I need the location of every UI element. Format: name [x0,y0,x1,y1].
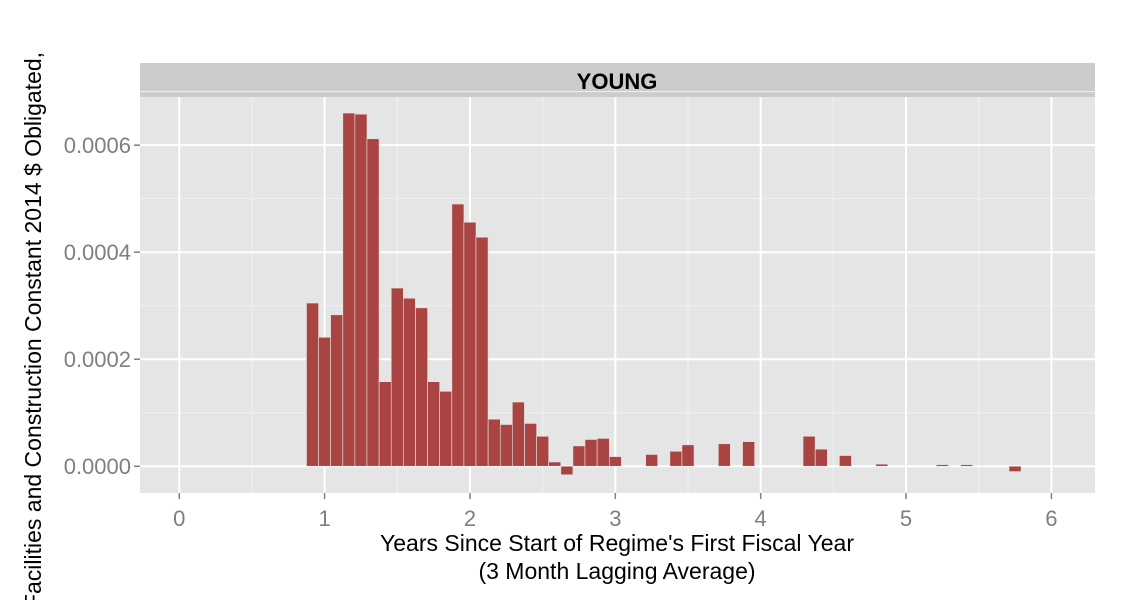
histogram-bar [463,221,477,467]
histogram-bar [548,461,562,467]
histogram-bar [524,423,537,467]
histogram-bar [717,443,731,467]
x-axis-ticks: 0 1 2 3 4 5 6 [173,493,1058,531]
histogram-bar [512,401,525,467]
histogram-bar [669,450,683,467]
histogram-bar [572,445,586,467]
histogram-bar [487,418,501,467]
histogram-bar [875,463,889,467]
histogram-bar [499,424,513,467]
histogram-bar [318,336,331,467]
histogram-bar [366,138,380,467]
histogram-bar [342,112,356,467]
histogram-bar [390,287,404,467]
y-axis-ticks: 0.0000 0.0002 0.0004 0.0006 [64,133,140,479]
histogram-bar [1008,465,1022,472]
x-axis-title-line2: (3 Month Lagging Average) [478,558,755,584]
x-tick-label: 5 [900,506,912,531]
y-axis-title: Facilities and Construction Constant 201… [20,52,46,600]
histogram-bar [451,203,465,467]
histogram-bar [742,441,755,467]
x-tick-label: 1 [318,506,330,531]
histogram-bar [330,314,344,467]
histogram-bar [402,297,416,467]
major-gridlines [140,97,1095,493]
x-axis-title-line1: Years Since Start of Regime's First Fisc… [380,530,854,556]
y-tick-label: 0.0002 [64,347,131,372]
x-tick-label: 4 [755,506,767,531]
x-tick-label: 2 [464,506,476,531]
histogram-bar [681,444,695,467]
histogram-bar [536,435,549,467]
histogram-bar [596,438,610,467]
histogram-bar [354,113,368,467]
histogram-bar [306,302,319,467]
histogram-bar [814,448,828,467]
histogram-bar [427,381,440,467]
histogram-bar [960,464,974,467]
x-tick-label: 6 [1045,506,1057,531]
y-tick-label: 0.0004 [64,240,131,265]
histogram-bar [439,391,453,467]
bars [306,112,1022,476]
histogram-bar [415,307,428,467]
y-tick-label: 0.0000 [64,454,131,479]
histogram-bar [645,454,659,467]
histogram-bar [936,464,949,467]
histogram-bar [475,236,489,467]
y-tick-label: 0.0006 [64,133,131,158]
facet-label: YOUNG [577,69,658,94]
histogram-bar [839,455,852,467]
histogram-bar [802,435,816,467]
histogram-bar [608,456,622,467]
histogram-bar [584,439,598,467]
histogram-bar [378,381,392,467]
plot-panel [140,97,1095,493]
x-tick-label: 0 [173,506,185,531]
histogram-bar [560,465,574,476]
x-tick-label: 3 [609,506,621,531]
